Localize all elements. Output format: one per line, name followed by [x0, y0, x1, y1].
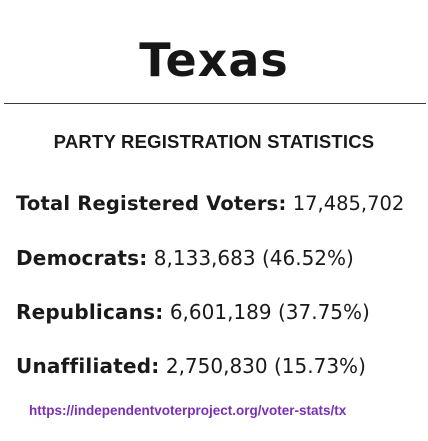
- stat-total-value: 17,485,702: [292, 192, 405, 215]
- stat-total-registered: Total Registered Voters: 17,485,702: [16, 190, 404, 218]
- stat-republicans: Republicans: 6,601,189 (37.75%): [16, 298, 370, 326]
- title-divider: [4, 103, 426, 104]
- stat-democrats-value: 8,133,683: [153, 246, 256, 270]
- stat-republicans-value: 6,601,189: [169, 300, 272, 324]
- stat-unaffiliated-value: 2,750,830: [165, 354, 268, 378]
- stat-unaffiliated-label: Unaffiliated:: [16, 354, 160, 378]
- stat-republicans-label: Republicans:: [16, 300, 164, 324]
- stat-republicans-percent: (37.75%): [277, 300, 370, 324]
- stat-unaffiliated: Unaffiliated: 2,750,830 (15.73%): [16, 352, 366, 380]
- stat-democrats-percent: (46.52%): [261, 246, 354, 270]
- stat-democrats-label: Democrats:: [16, 246, 148, 270]
- source-link[interactable]: https://independentvoterproject.org/vote…: [29, 403, 347, 418]
- stat-total-label: Total Registered Voters:: [16, 192, 287, 215]
- stat-unaffiliated-percent: (15.73%): [274, 354, 366, 378]
- section-subtitle: PARTY REGISTRATION STATISTICS: [53, 131, 375, 152]
- page-title: Texas: [139, 33, 289, 87]
- stat-democrats: Democrats: 8,133,683 (46.52%): [16, 244, 354, 272]
